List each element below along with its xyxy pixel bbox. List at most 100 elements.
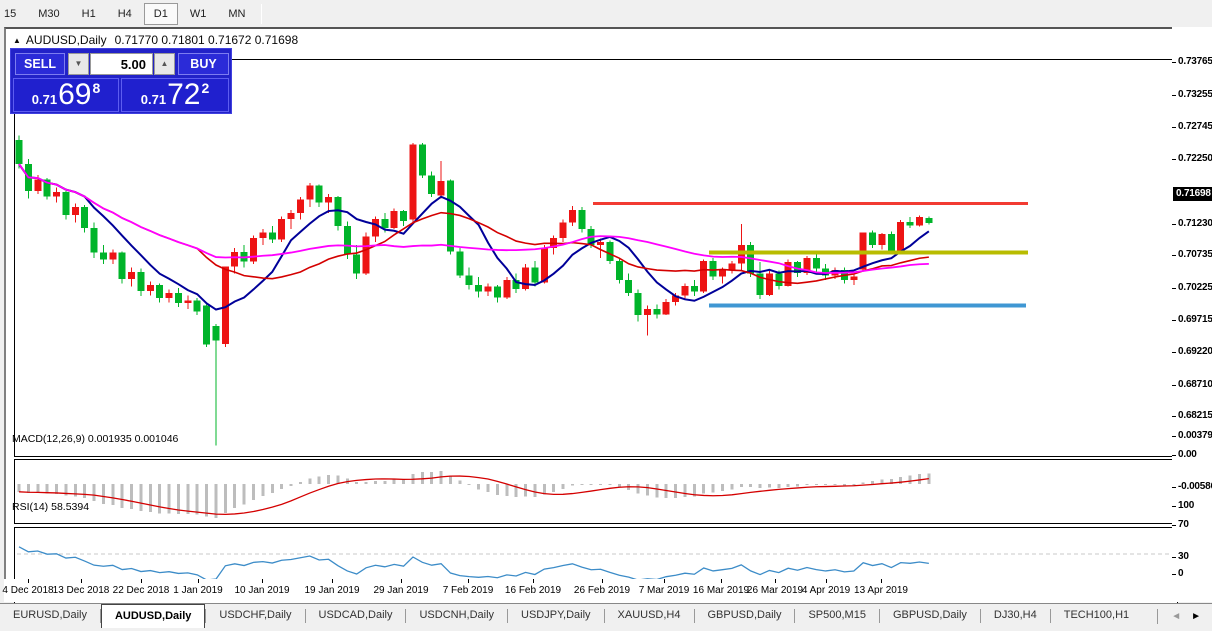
date-axis-label: 26 Mar 2019	[746, 585, 804, 596]
window-bottom-strip	[0, 628, 1212, 631]
date-axis-label: 16 Mar 2019	[692, 585, 750, 596]
chart-ohlc-values: 0.71770 0.71801 0.71672 0.71698	[114, 33, 299, 47]
candlestick	[540, 248, 548, 283]
timeframe-button-w1[interactable]: W1	[189, 7, 207, 20]
main-chart-panel[interactable]	[14, 59, 1178, 457]
candlestick	[81, 206, 89, 228]
macd-histogram-bar	[655, 484, 659, 498]
candlestick	[897, 222, 905, 253]
chart-tab-sp500-m15[interactable]: SP500,M15	[808, 609, 866, 621]
macd-histogram-bar	[280, 484, 284, 490]
macd-histogram-bar	[64, 484, 68, 496]
candlestick	[878, 234, 886, 246]
macd-histogram-bar	[674, 484, 678, 498]
chart-tab-gbpusd-daily[interactable]: GBPUSD,Daily	[707, 609, 782, 621]
chart-tab-tech100-h1[interactable]: TECH100,H1	[1063, 609, 1130, 621]
moving-average-line	[18, 163, 929, 274]
sell-price-pips: 8	[92, 80, 101, 96]
chart-title: ▲ AUDUSD,Daily 0.71770 0.71801 0.71672 0.7…	[13, 33, 298, 47]
buy-price-button[interactable]: 0.71 72 2	[121, 78, 229, 112]
date-axis-label: 29 Jan 2019	[373, 585, 429, 596]
chart-tab-usdcnh-daily[interactable]: USDCNH,Daily	[419, 609, 495, 621]
macd-histogram-bar	[702, 484, 706, 494]
price-axis-label: 0.70735	[1178, 249, 1212, 260]
macd-histogram-bar	[289, 484, 293, 486]
volume-increase-button[interactable]: ▲	[154, 53, 175, 75]
date-axis-label: 19 Jan 2019	[304, 585, 360, 596]
chart-tab-usdjpy-daily[interactable]: USDJPY,Daily	[521, 609, 591, 621]
macd-histogram-bar	[233, 484, 237, 509]
chart-tab-usdchf-daily[interactable]: USDCHF,Daily	[219, 609, 292, 621]
timeframe-button-mn[interactable]: MN	[228, 7, 246, 20]
candlestick	[446, 180, 454, 252]
timeframe-button-h4[interactable]: H4	[117, 7, 132, 20]
price-axis-label: 0.68710	[1178, 379, 1212, 390]
chart-tab-gbpusd-daily[interactable]: GBPUSD,Daily	[892, 609, 967, 621]
macd-histogram-bar	[833, 484, 837, 485]
macd-histogram-bar	[111, 484, 115, 506]
macd-canvas[interactable]	[15, 460, 1177, 523]
macd-histogram-bar	[148, 484, 152, 512]
timeframe-button-h1[interactable]: H1	[81, 7, 96, 20]
candlestick	[306, 185, 314, 200]
candlestick	[869, 232, 877, 246]
timeframe-button-15[interactable]: 15	[4, 7, 17, 20]
timeframe-button-d1[interactable]: D1	[143, 2, 178, 25]
chart-tab-dj30-h4[interactable]: DJ30,H4	[993, 609, 1037, 621]
macd-histogram-bar	[842, 484, 846, 486]
candlestick	[747, 245, 755, 274]
tab-separator	[99, 609, 101, 623]
candlestick	[512, 280, 520, 290]
subwindow-expand-icon[interactable]: ▲	[13, 36, 21, 45]
sell-price-button[interactable]: 0.71 69 8	[13, 78, 119, 112]
macd-histogram-bar	[617, 484, 621, 488]
tab-separator	[603, 609, 605, 623]
macd-histogram-bar	[796, 484, 800, 487]
candlestick	[334, 197, 342, 226]
chart-tab-xauusd-h4[interactable]: XAUUSD,H4	[617, 609, 681, 621]
chart-tab-eurusd-daily[interactable]: EURUSD,Daily	[13, 609, 87, 621]
macd-histogram-bar	[805, 484, 809, 486]
macd-histogram-bar	[45, 484, 49, 494]
candlestick	[437, 181, 445, 196]
candlestick	[578, 209, 586, 230]
candlestick	[681, 285, 689, 296]
candlestick	[409, 144, 417, 220]
macd-histogram-bar	[908, 475, 912, 484]
chevron-up-icon: ▲	[160, 59, 169, 68]
tab-scroll-left-icon[interactable]: ◄	[1171, 610, 1182, 622]
volume-input[interactable]	[90, 53, 153, 75]
macd-values: 0.001935 0.001046	[87, 433, 179, 445]
price-axis[interactable]: 0.73765 0.73255 0.72745 0.72250 0.71230 0.707…	[1172, 27, 1212, 602]
main-chart-canvas[interactable]	[15, 60, 1177, 456]
sell-button[interactable]: SELL	[15, 53, 65, 75]
macd-histogram-bar	[36, 484, 40, 493]
price-axis-label: 0.72250	[1178, 153, 1212, 164]
timeframe-button-m30[interactable]: M30	[38, 7, 60, 20]
date-axis-label: 4 Apr 2019	[801, 585, 851, 596]
chart-symbol-label: AUDUSD,Daily	[25, 33, 107, 47]
chart-tab-audusd-daily[interactable]: AUDUSD,Daily	[100, 604, 206, 628]
axis-tick	[1172, 320, 1176, 321]
macd-histogram-bar	[317, 476, 321, 484]
chart-tab-usdcad-daily[interactable]: USDCAD,Daily	[318, 609, 393, 621]
axis-tick	[1172, 525, 1176, 526]
candlestick	[371, 218, 379, 237]
date-axis-label: 10 Jan 2019	[234, 585, 290, 596]
tab-separator	[304, 609, 306, 623]
candlestick	[287, 213, 295, 219]
buy-button[interactable]: BUY	[178, 53, 229, 75]
macd-histogram-bar	[917, 474, 921, 484]
macd-histogram-bar	[252, 484, 255, 501]
tab-scroll-right-icon[interactable]: ►	[1191, 610, 1201, 622]
candlestick	[90, 227, 98, 253]
macd-histogram-bar	[195, 484, 199, 515]
axis-tick	[1172, 159, 1176, 160]
axis-tick	[1172, 385, 1176, 386]
macd-histogram-bar	[514, 484, 518, 498]
volume-decrease-button[interactable]: ▼	[68, 53, 89, 75]
candlestick	[803, 257, 811, 274]
date-axis[interactable]: 4 Dec 2018 13 Dec 2018 22 Dec 2018 1 Jan 20…	[2, 579, 1172, 602]
rsi-axis-label: 100	[1178, 500, 1195, 511]
macd-panel[interactable]	[14, 459, 1178, 524]
